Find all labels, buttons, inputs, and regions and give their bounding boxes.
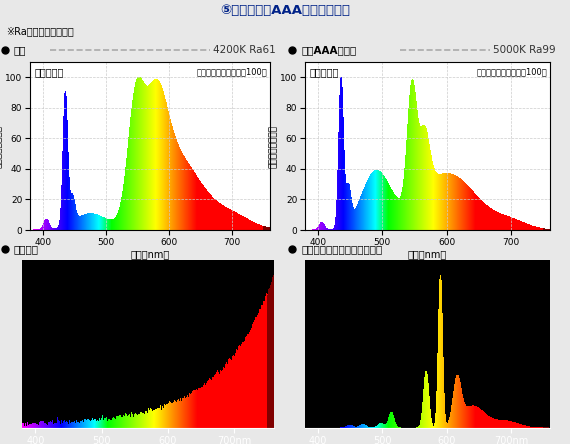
Text: ※Ra：平均演色評価数: ※Ra：平均演色評価数 xyxy=(6,26,74,36)
X-axis label: 波長（nm）: 波長（nm） xyxy=(408,250,447,259)
Text: ⑤白色と演色AAA昼白色の比較: ⑤白色と演色AAA昼白色の比較 xyxy=(220,4,350,17)
Text: ナトリウム灯（トンネル灯）: ナトリウム灯（トンネル灯） xyxy=(302,244,383,254)
Text: エネルギーの最大値：100％: エネルギーの最大値：100％ xyxy=(477,67,548,76)
Text: 一般電球: 一般電球 xyxy=(14,244,39,254)
Text: 演色AAA昼白色: 演色AAA昼白色 xyxy=(302,45,357,55)
Text: エネルギーの最大値：100％: エネルギーの最大値：100％ xyxy=(197,67,267,76)
Text: 白色: 白色 xyxy=(14,45,26,55)
Text: 分光分布表: 分光分布表 xyxy=(35,67,64,77)
Text: 5000K Ra99: 5000K Ra99 xyxy=(493,45,556,55)
Y-axis label: 分光パワー（％）: 分光パワー（％） xyxy=(0,124,2,167)
Text: 分光分布表: 分光分布表 xyxy=(310,67,339,77)
X-axis label: 波長（nm）: 波長（nm） xyxy=(131,250,170,259)
Text: 4200K Ra61: 4200K Ra61 xyxy=(213,45,276,55)
Y-axis label: 分光パワー（％）: 分光パワー（％） xyxy=(268,124,278,167)
